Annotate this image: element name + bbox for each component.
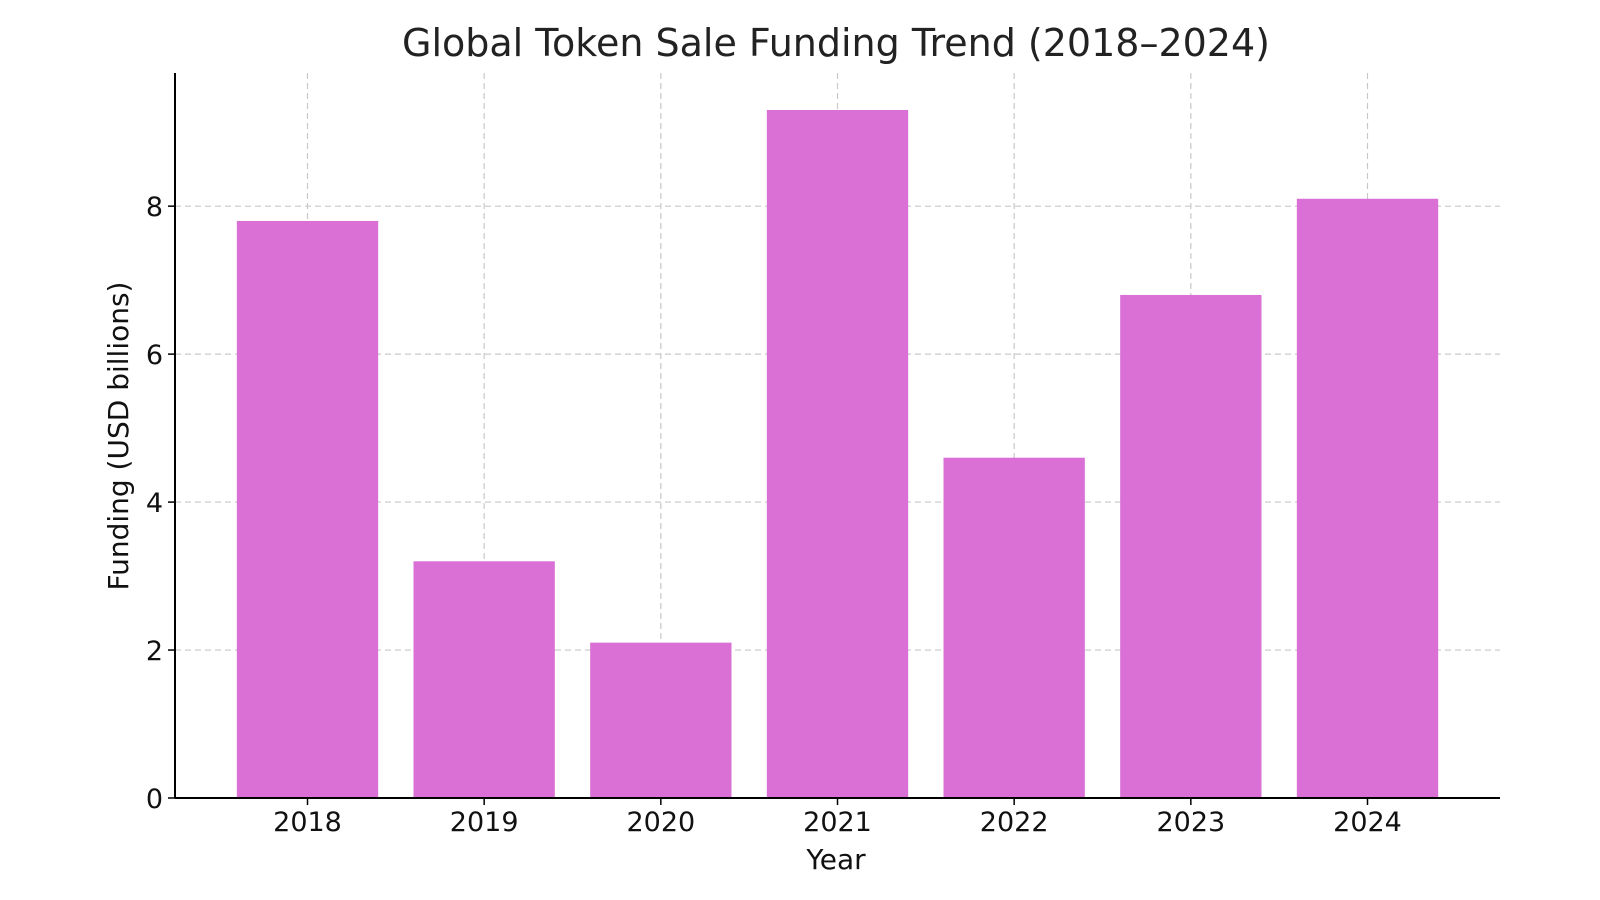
chart-title: Global Token Sale Funding Trend (2018–20… xyxy=(402,21,1270,65)
bar-2019 xyxy=(413,561,555,798)
ticks-layer: 0 2 4 6 8 2018 2019 2020 2021 2022 2023 2024 xyxy=(146,192,1402,838)
x-tick-label-2023: 2023 xyxy=(1156,807,1225,838)
y-tick-label: 0 xyxy=(146,784,163,815)
x-axis-label: Year xyxy=(805,843,866,876)
x-tick-label-2021: 2021 xyxy=(803,807,872,838)
x-tick-label-2018: 2018 xyxy=(273,807,342,838)
x-tick-label-2020: 2020 xyxy=(626,807,695,838)
y-tick-label: 8 xyxy=(146,192,163,223)
x-tick-label-2022: 2022 xyxy=(980,807,1049,838)
x-tick-label-2019: 2019 xyxy=(450,807,519,838)
y-tick-label: 4 xyxy=(146,488,163,519)
y-tick-label: 2 xyxy=(146,636,163,667)
x-tick-label-2024: 2024 xyxy=(1333,807,1402,838)
bar-2018 xyxy=(236,220,379,799)
y-tick-label: 6 xyxy=(146,340,163,371)
bar-2023 xyxy=(1120,294,1262,798)
y-axis-label: Funding (USD billions) xyxy=(102,282,135,591)
bar-2021 xyxy=(766,109,909,798)
bar-2024 xyxy=(1296,198,1439,798)
bar-2020 xyxy=(590,642,732,798)
bar-2022 xyxy=(943,457,1085,798)
bars-layer xyxy=(236,109,1439,799)
